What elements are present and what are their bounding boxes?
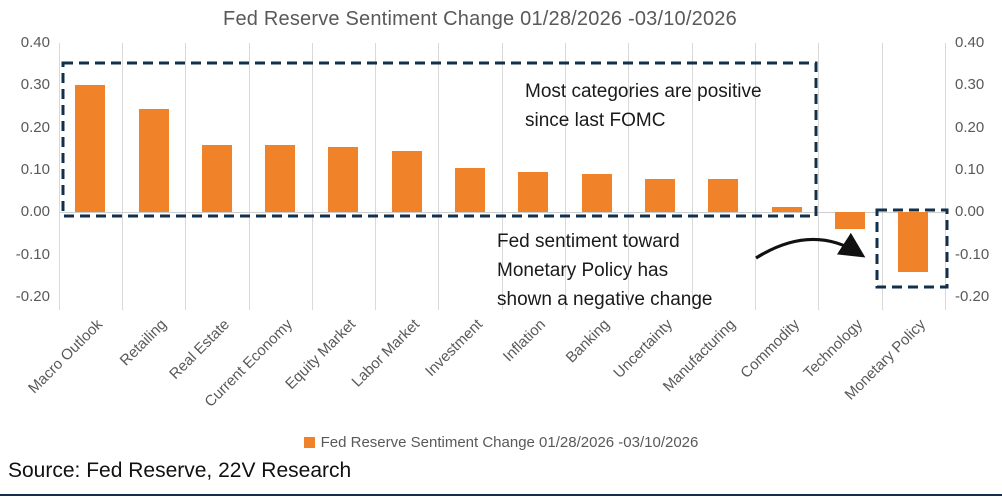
gridline [438, 43, 440, 310]
bar [201, 144, 232, 213]
y-axis-label-right: -0.10 [955, 245, 990, 263]
y-axis-label-right: 0.10 [955, 161, 985, 178]
gridline [185, 43, 187, 310]
y-axis-label-left: 0.40 [20, 34, 50, 51]
x-axis-category-label: Current Economy [201, 316, 297, 411]
bar [518, 172, 549, 213]
y-axis-label-left: 0.00 [20, 203, 50, 221]
bar [835, 212, 865, 230]
y-axis-label-right: 0.40 [955, 34, 985, 51]
legend-swatch-icon [303, 436, 315, 448]
x-axis-category-label: Manufacturing [660, 316, 740, 396]
bar [581, 174, 612, 213]
x-axis-category-label: Labor Market [348, 316, 423, 391]
x-axis-category-label: Equity Market [282, 316, 360, 393]
gridline [881, 43, 883, 310]
x-axis-category-label: Technology [800, 316, 867, 382]
zero-axis-line [58, 212, 945, 214]
curved-arrow-icon [755, 232, 866, 260]
y-axis-label-right: 0.30 [955, 76, 985, 94]
y-axis-label-left: 0.20 [20, 118, 50, 136]
dashed-box-monetary-policy [875, 208, 949, 289]
annotation-positive: Most categories are positive since last … [525, 81, 762, 131]
bar [771, 207, 802, 213]
bar [455, 167, 486, 213]
gridline [691, 43, 693, 310]
source-text: Source: Fed Reserve, 22V Research [8, 459, 352, 482]
gridline [501, 43, 503, 310]
y-axis-label-right: 0.20 [955, 118, 985, 136]
gridline [311, 43, 313, 310]
gridline [121, 43, 123, 310]
x-axis-category-label: Macro Outlook [25, 316, 107, 397]
chart-title: Fed Reserve Sentiment Change 01/28/2026 … [223, 8, 737, 30]
y-axis-label-left: 0.10 [20, 161, 50, 178]
gridline [818, 43, 820, 310]
x-axis-category-label: Inflation [500, 316, 550, 366]
bar [328, 146, 359, 213]
legend-label: Fed Reserve Sentiment Change 01/28/2026 … [320, 433, 699, 451]
dashed-box-positive-region [61, 61, 818, 218]
bar [645, 178, 676, 213]
gridline [58, 43, 60, 310]
gridline [945, 43, 946, 310]
gridline [375, 43, 377, 310]
bar [75, 85, 106, 213]
x-axis-category-label: Investment [422, 316, 487, 380]
gridline [755, 43, 756, 310]
bottom-border-rule [0, 494, 1002, 496]
bar [391, 150, 422, 213]
x-axis-category-label: Commodity [737, 316, 803, 382]
bar [138, 108, 169, 213]
annotation-negative: Fed sentiment toward Monetary Policy has… [497, 231, 713, 310]
x-axis-category-label: Real Estate [165, 316, 233, 383]
gridline [628, 43, 630, 310]
y-axis-label-right: -0.20 [955, 288, 990, 305]
bar [265, 144, 296, 213]
x-axis-category-label: Banking [562, 316, 613, 367]
bar [708, 179, 739, 213]
y-axis-label-left: -0.10 [15, 245, 50, 263]
x-axis-category-label: Uncertainty [610, 316, 677, 382]
y-axis-label-left: 0.30 [20, 76, 50, 94]
x-axis-category-label: Monetary Policy [841, 316, 930, 404]
y-axis-label-right: 0.00 [955, 203, 985, 221]
gridline [248, 43, 250, 310]
legend: Fed Reserve Sentiment Change 01/28/2026 … [0, 432, 1002, 452]
bar [898, 212, 929, 272]
y-axis-label-left: -0.20 [15, 288, 50, 305]
gridline [565, 43, 567, 310]
x-axis-category-label: Retailing [116, 316, 170, 370]
